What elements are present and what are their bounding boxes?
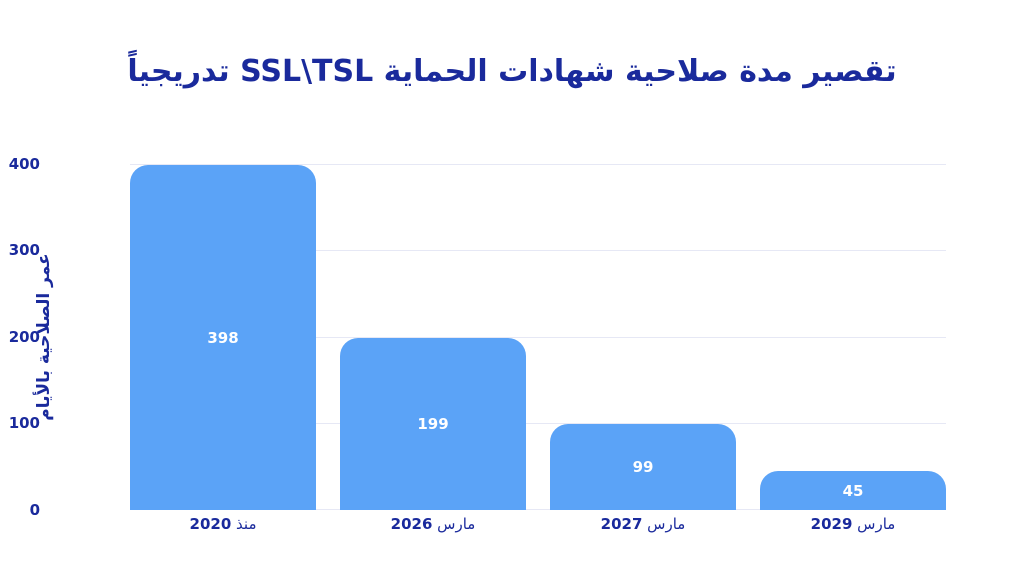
y-tick-400: 400	[8, 155, 40, 173]
plot-area: 400 300 200 100 0 398 199 99 45	[9, 155, 946, 519]
y-tick-200: 200	[8, 328, 40, 346]
gridline-400	[130, 164, 946, 165]
x-category-word: مارس	[437, 515, 476, 533]
bar-2029: 45	[760, 471, 946, 510]
x-category-2027: مارس 2027	[550, 515, 736, 533]
x-category-year: 2020	[189, 515, 232, 533]
bar-value-label: 45	[842, 481, 864, 500]
x-category-2020: منذ 2020	[130, 515, 316, 533]
bar-value-label: 199	[417, 415, 449, 433]
x-category-year: 2026	[390, 515, 433, 533]
bar-value-label: 99	[632, 458, 654, 476]
x-category-2029: مارس 2029	[760, 515, 946, 533]
bar-2026: 199	[340, 338, 526, 510]
x-category-2026: مارس 2026	[340, 515, 526, 533]
y-tick-0: 0	[29, 501, 40, 519]
gridline-100	[130, 423, 946, 424]
x-category-year: 2029	[810, 515, 853, 533]
bar-value-label: 398	[207, 328, 239, 347]
gridline-0	[130, 509, 946, 510]
bar-2020: 398	[130, 165, 316, 510]
gridline-200	[130, 337, 946, 338]
gridline-300	[130, 250, 946, 251]
x-category-word: منذ	[236, 515, 257, 533]
x-category-word: مارس	[647, 515, 686, 533]
chart-title: تقصير مدة صلاحية شهادات الحماية SSL\TSL …	[127, 54, 897, 89]
y-tick-300: 300	[8, 241, 40, 259]
x-category-year: 2027	[600, 515, 643, 533]
x-category-word: مارس	[857, 515, 896, 533]
bar-2027: 99	[550, 424, 736, 510]
y-tick-100: 100	[8, 414, 40, 432]
